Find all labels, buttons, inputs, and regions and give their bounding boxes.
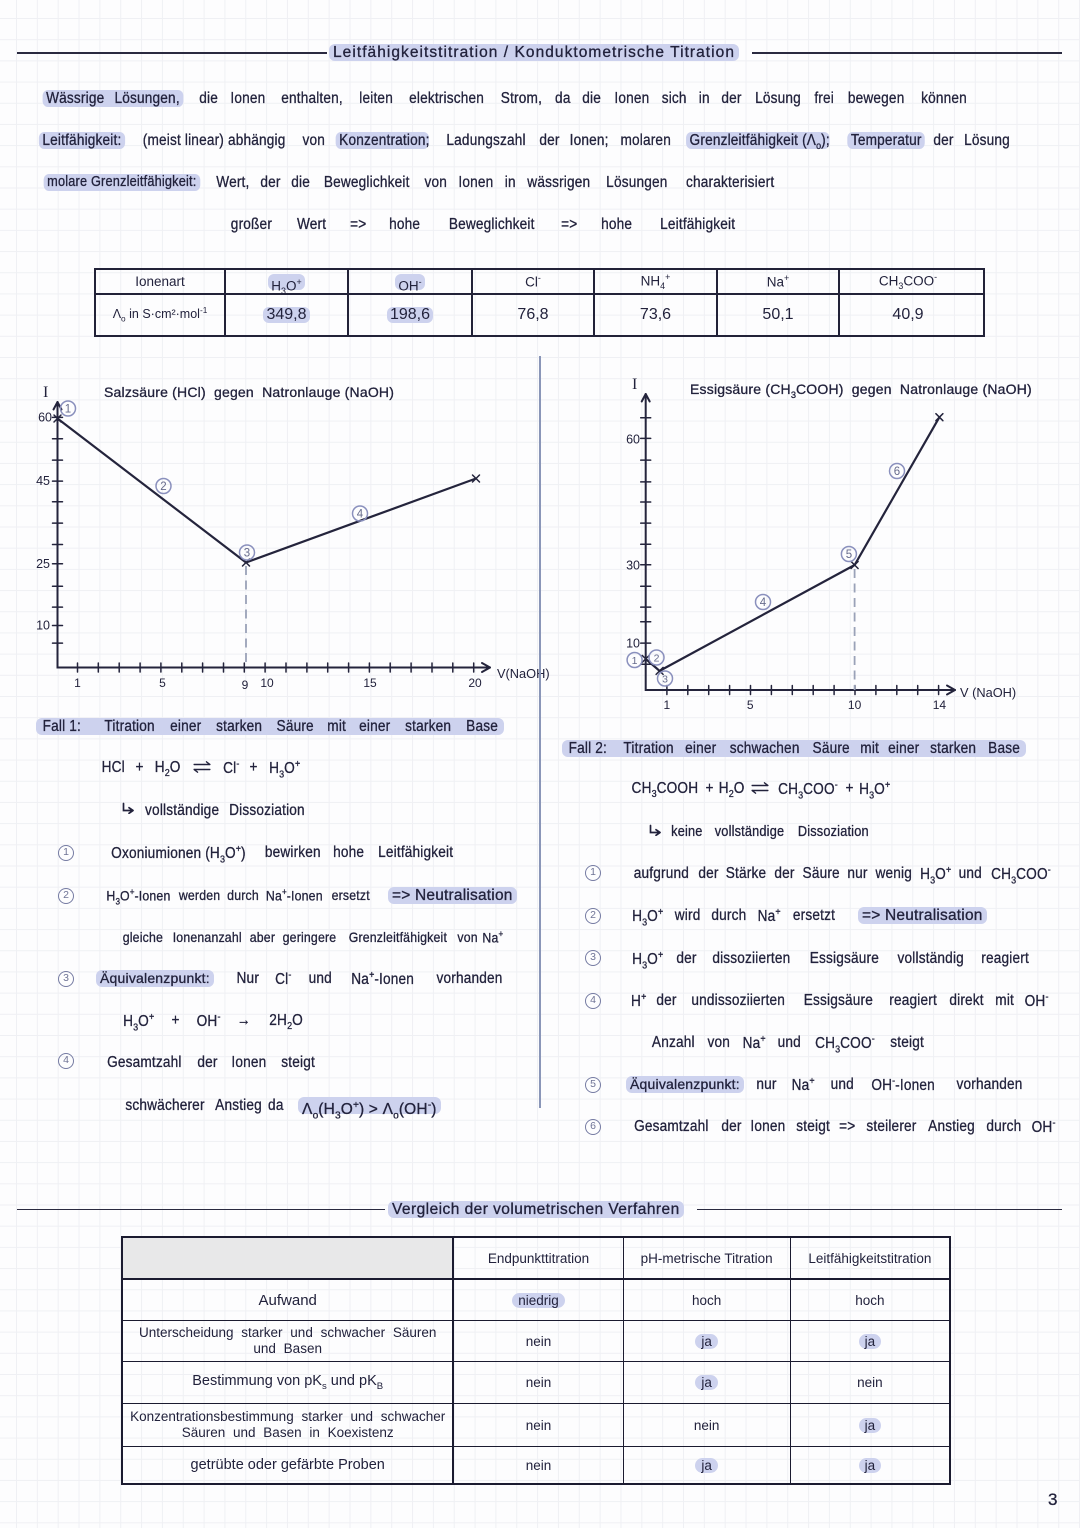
svg-text:2: 2 (654, 652, 660, 664)
svg-text:4: 4 (357, 509, 364, 521)
svg-text:25: 25 (36, 557, 50, 571)
svg-text:10: 10 (260, 676, 274, 690)
svg-text:5: 5 (159, 676, 166, 690)
svg-text:30: 30 (626, 559, 640, 573)
svg-text:10: 10 (848, 698, 862, 712)
svg-text:1: 1 (74, 676, 81, 690)
svg-text:20: 20 (468, 676, 482, 690)
svg-text:1: 1 (632, 655, 638, 667)
svg-text:1: 1 (65, 404, 71, 416)
svg-text:10: 10 (626, 637, 640, 651)
svg-text:I: I (632, 376, 637, 393)
svg-text:2: 2 (160, 481, 166, 493)
svg-text:60: 60 (38, 411, 52, 425)
svg-text:45: 45 (36, 474, 50, 488)
svg-text:6: 6 (894, 466, 900, 478)
svg-text:14: 14 (933, 698, 947, 712)
svg-text:3: 3 (662, 673, 668, 685)
svg-text:9: 9 (242, 678, 249, 692)
svg-text:1: 1 (664, 698, 671, 712)
svg-text:15: 15 (363, 676, 377, 690)
svg-text:5: 5 (747, 698, 754, 712)
svg-text:4: 4 (760, 597, 767, 609)
svg-text:60: 60 (626, 432, 640, 446)
svg-text:V(NaOH): V(NaOH) (497, 666, 550, 681)
svg-text:V (NaOH): V (NaOH) (960, 685, 1016, 700)
svg-text:I: I (43, 384, 48, 401)
svg-text:5: 5 (846, 549, 852, 561)
svg-text:10: 10 (36, 619, 50, 633)
svg-text:3: 3 (244, 548, 250, 560)
